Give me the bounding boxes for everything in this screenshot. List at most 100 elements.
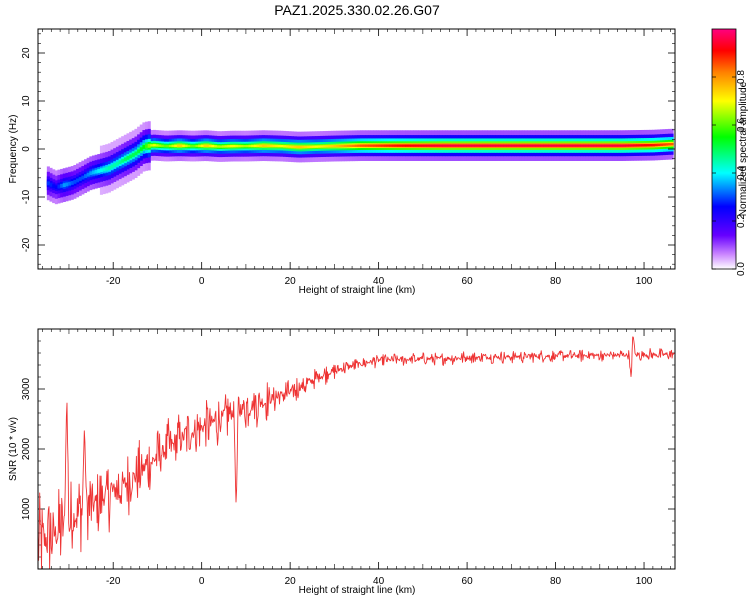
- snr-y-tick-label: 3000: [21, 377, 32, 400]
- spectrogram-cell: [256, 144, 260, 147]
- spectrogram-cell: [102, 167, 106, 172]
- spectrogram-cell: [633, 144, 637, 147]
- spectrogram-cell: [301, 145, 305, 149]
- spectrogram-x-tick-label: 100: [636, 276, 653, 287]
- spectrogram-cell: [545, 144, 549, 147]
- snr-y-label: SNR (10 * v/v): [8, 417, 19, 481]
- spectrogram-y-tick-label: 20: [21, 47, 32, 59]
- snr-x-tick-label: 80: [550, 576, 562, 587]
- spectrogram-y-tick-label: 10: [21, 95, 32, 107]
- spectrogram-cell: [402, 144, 406, 147]
- spectrogram-cell: [644, 144, 648, 147]
- spectrogram-cell: [551, 144, 555, 147]
- spectrogram-cell: [113, 163, 117, 167]
- spectrogram-cell: [455, 144, 459, 147]
- spectrogram-cell: [535, 144, 539, 147]
- spectrogram-cell: [232, 144, 236, 148]
- spectrogram-cell: [224, 145, 228, 148]
- spectrogram-cell: [137, 149, 141, 154]
- spectrogram-cell: [129, 154, 133, 159]
- spectrogram-cell: [60, 183, 64, 188]
- spectrogram-cell: [222, 145, 226, 148]
- spectrogram-cell: [94, 169, 98, 174]
- spectrogram-cell: [511, 144, 515, 147]
- spectrogram-cell: [76, 178, 80, 183]
- spectrogram-panel: -20 0 20 40 60 80 100 -20 -10 0 10 20 Height of str…: [8, 28, 676, 296]
- spectrogram-cell: [248, 144, 252, 148]
- spectrogram-cell: [70, 181, 74, 185]
- spectrogram-cell: [322, 145, 326, 148]
- spectrogram-cell: [86, 172, 90, 177]
- figure-title: PAZ1.2025.330.02.26.G07: [274, 2, 440, 18]
- spectrogram-cell: [253, 144, 257, 148]
- spectrogram-cell: [139, 147, 143, 152]
- spectrogram-cell: [150, 144, 154, 147]
- spectrogram-cell: [614, 144, 618, 147]
- spectrogram-cell: [344, 144, 348, 148]
- spectrogram-cell: [479, 144, 483, 147]
- spectrogram-cell: [519, 144, 523, 147]
- snr-x-label: Height of straight line (km): [299, 585, 416, 596]
- spectrogram-cell: [593, 144, 597, 147]
- spectrogram-cell: [280, 144, 284, 148]
- spectrogram-cell: [601, 144, 605, 147]
- spectrogram-cell: [437, 144, 441, 147]
- spectrogram-cell: [463, 144, 467, 147]
- spectrogram-cell: [317, 145, 321, 148]
- spectrogram-cell: [354, 144, 358, 147]
- spectrogram-x-tick-label: 40: [373, 276, 385, 287]
- spectrogram-cell: [641, 144, 645, 147]
- spectrogram-cell: [569, 144, 573, 147]
- spectrogram-cell: [296, 145, 300, 149]
- spectrogram-cell: [622, 144, 626, 147]
- spectrogram-cell: [123, 157, 127, 162]
- spectrogram-cell: [389, 144, 393, 147]
- spectrogram-cell: [654, 143, 658, 147]
- spectrogram-cell: [471, 144, 475, 147]
- spectrogram-cell: [208, 144, 212, 148]
- spectrogram-cell: [394, 144, 398, 147]
- spectrogram-cell: [521, 144, 525, 147]
- spectrogram-cell: [466, 144, 470, 147]
- spectrogram-cell: [314, 145, 318, 148]
- spectrogram-cell: [346, 144, 350, 148]
- spectrogram-x-tick-label: -20: [106, 276, 121, 287]
- spectrogram-cell: [561, 144, 565, 147]
- spectrogram-cell: [590, 144, 594, 147]
- snr-y-tick-label: 2000: [21, 437, 32, 460]
- spectrogram-cell: [567, 144, 571, 147]
- spectrogram-cell: [57, 184, 61, 189]
- spectrogram-cell: [46, 181, 50, 186]
- spectrogram-cell: [646, 144, 650, 147]
- spectrogram-cell: [529, 144, 533, 147]
- colorbar: 0.0 0.2 0.4 0.6 0.8 Normalized spectral ampl…: [711, 28, 749, 276]
- spectrogram-cell: [269, 144, 273, 148]
- spectrogram-cell: [492, 144, 496, 147]
- spectrogram-axes: -20 0 20 40 60 80 100 -20 -10 0 10 20: [21, 29, 675, 287]
- spectrogram-cell: [115, 161, 119, 166]
- spectrogram-cell: [54, 185, 58, 190]
- spectrogram-cell: [667, 143, 671, 146]
- spectrogram-x-tick-label: 20: [285, 276, 297, 287]
- spectrogram-cell: [68, 181, 72, 186]
- spectrogram-cell: [508, 144, 512, 147]
- spectrogram-cell: [482, 144, 486, 147]
- spectrogram-cell: [423, 144, 427, 147]
- spectrogram-cell: [378, 144, 382, 147]
- spectrogram-cell: [596, 144, 600, 147]
- spectrogram-cell: [251, 144, 255, 148]
- spectrogram-cell: [309, 145, 313, 148]
- colorbar-tick-label: 0.4: [736, 166, 747, 180]
- spectrogram-cell: [474, 144, 478, 147]
- snr-panel: -20 0 20 40 60 80 100 1000 2000 3000 Height of st…: [8, 328, 676, 596]
- spectrogram-cell: [320, 145, 324, 148]
- spectrogram-cell: [110, 164, 114, 169]
- spectrogram-cell: [291, 145, 295, 148]
- spectrogram-cell: [200, 144, 204, 147]
- spectrogram-cell: [598, 144, 602, 147]
- spectrogram-cell: [383, 144, 387, 147]
- spectrogram-cell: [386, 144, 390, 147]
- spectrogram-cell: [333, 144, 337, 148]
- spectrogram-cell: [160, 144, 165, 148]
